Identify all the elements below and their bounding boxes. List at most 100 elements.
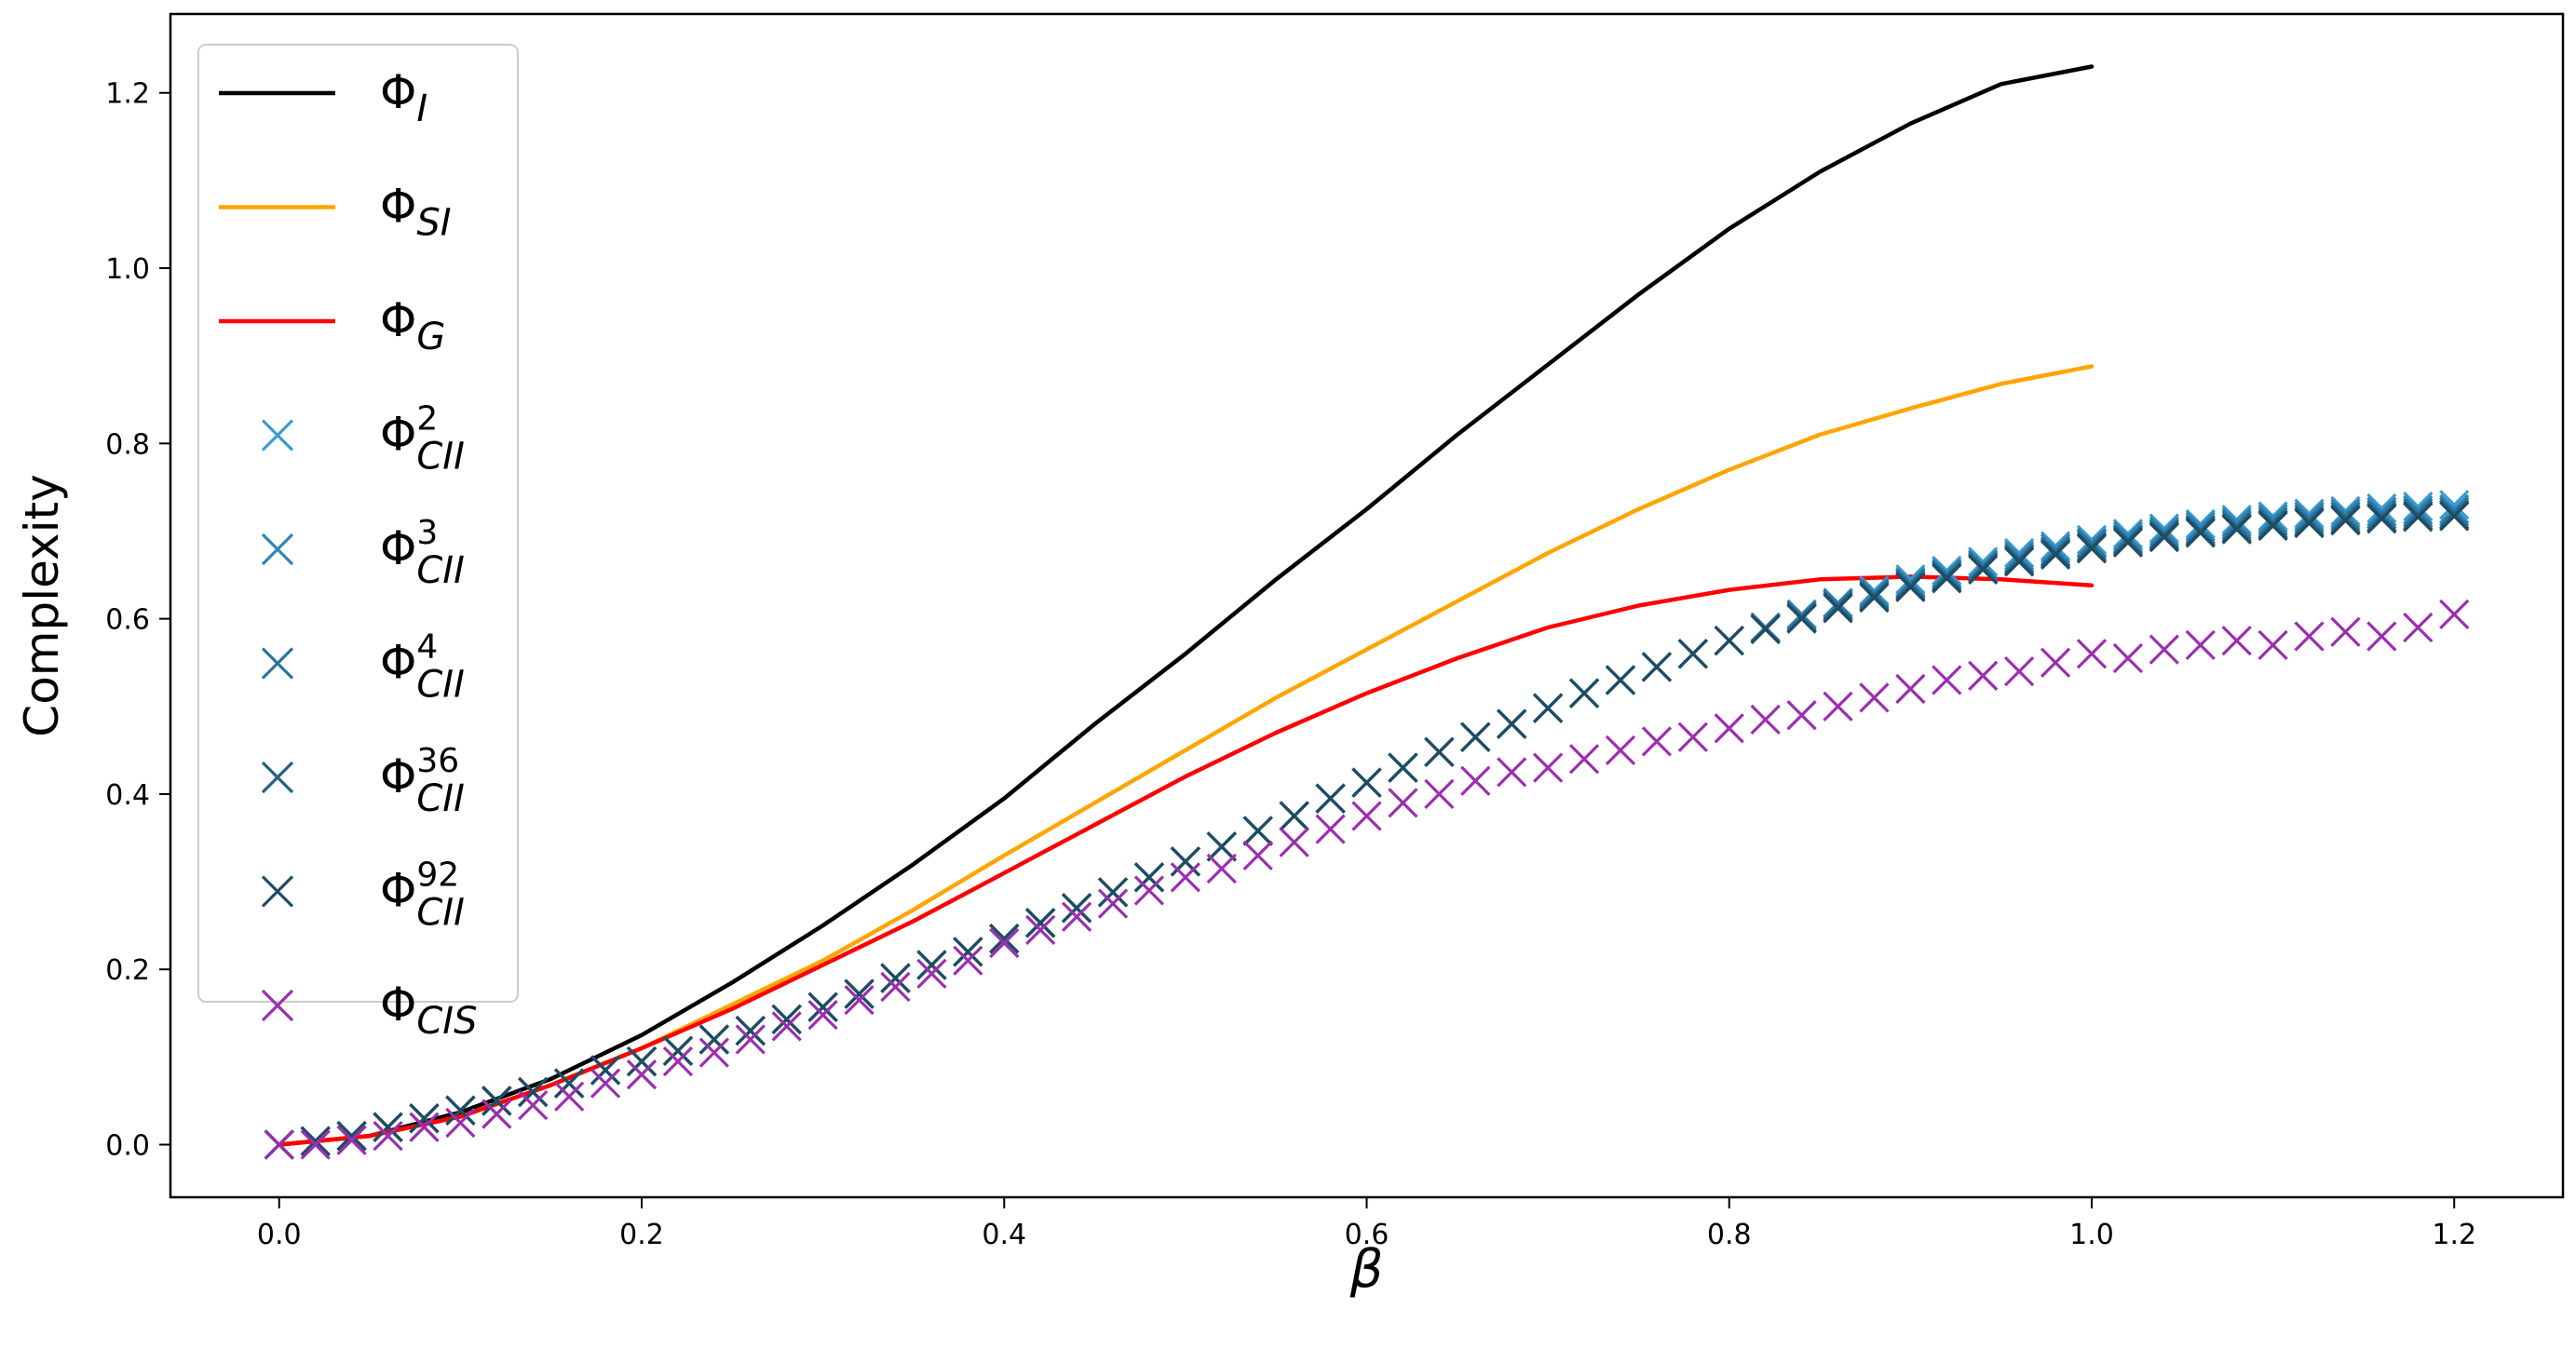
series-cii-92-point: [1859, 582, 1890, 614]
series-cii-92-point: [1568, 678, 1600, 708]
y-tick-label: 0.2: [105, 954, 150, 987]
series-cii-92-point: [1025, 908, 1056, 938]
series-cii-92-point: [1279, 801, 1309, 831]
series-cii-2-point: [1968, 546, 1999, 577]
series-cis-point: [698, 1037, 729, 1068]
legend-label: Φ4 CII: [380, 628, 465, 707]
series-cis-point: [807, 1000, 838, 1031]
y-tick-label: 0.4: [105, 779, 150, 812]
series-cii-92-point: [1605, 665, 1636, 695]
series-cii-2-point: [2185, 508, 2216, 540]
legend-label: Φ36 CII: [380, 742, 465, 820]
series-cii-92-point: [1497, 708, 1527, 739]
series-cis-point: [481, 1099, 512, 1129]
series-cis-point: [1823, 691, 1853, 722]
series-cii-92-point: [2112, 527, 2144, 558]
series-cii-92-point: [1351, 767, 1382, 798]
series-cii-2-point: [1932, 555, 1962, 586]
series-cii-4-point: [2403, 497, 2434, 528]
series-cii-92-point: [1968, 554, 1999, 586]
x-tick-label: 0.0: [257, 1219, 302, 1251]
series-cis-point: [445, 1107, 476, 1139]
series-cii-4-point: [2366, 499, 2397, 530]
series-cii-92-point: [2403, 502, 2434, 533]
series-cii-92-point: [1750, 614, 1781, 645]
legend-label: ΦCIS: [380, 978, 477, 1043]
series-cis-point: [1750, 704, 1781, 735]
series-cis-point: [1786, 700, 1817, 731]
series-cii-4-point: [2330, 501, 2361, 532]
series-cii-4-point: [2221, 509, 2252, 541]
legend-entry: Φ36 CII: [261, 742, 465, 820]
x-tick-label: 0.2: [619, 1219, 664, 1251]
series-cis-point: [2330, 616, 2361, 647]
series-cii-92-point: [1895, 572, 1926, 602]
legend-label: ΦSI: [380, 180, 452, 245]
series-cii-92-point: [771, 1004, 802, 1035]
series-cii-92-point: [2366, 504, 2397, 534]
series-cii-4-point: [2076, 529, 2108, 560]
series-cii-2-point: [2112, 519, 2144, 549]
series-cii-92-point: [2330, 506, 2361, 536]
series-cis-point: [2004, 655, 2035, 687]
legend-label: Φ92 CII: [380, 857, 465, 935]
y-tick-label: 0.0: [105, 1130, 150, 1163]
series-cii-2-point: [2439, 490, 2470, 520]
legend-entry: ΦI: [219, 65, 427, 130]
series-cii-92-point: [2149, 521, 2179, 553]
legend-label: ΦI: [380, 65, 427, 130]
series-cii-92-point: [1714, 626, 1744, 656]
series-cis-point: [300, 1129, 331, 1160]
series-cis-point: [1315, 814, 1346, 844]
legend-marker-swatch: [261, 875, 294, 908]
series-cii-92-point: [1061, 893, 1092, 924]
series-cii-92-point: [880, 963, 911, 993]
legend-label: Φ2 CII: [380, 400, 465, 479]
series-cii-2-point: [2040, 531, 2071, 561]
legend-entry: Φ2 CII: [261, 400, 465, 479]
series-cii-92-point: [300, 1126, 331, 1156]
series-cis-point: [1895, 673, 1926, 705]
series-cii-92-point: [1786, 603, 1817, 634]
legend-marker-swatch: [261, 989, 294, 1022]
series-cii-92-point: [1388, 752, 1418, 783]
series-cii-2-point: [2076, 524, 2108, 556]
y-tick-label: 1.0: [105, 253, 150, 286]
series-cii-92-point: [590, 1055, 621, 1086]
series-cis-point: [264, 1129, 294, 1160]
legend: ΦI ΦSI ΦG Φ2 CII Φ3 CII Φ4 CII Φ36 CII Φ92 CII ΦCIS: [197, 44, 519, 1043]
series-cii-92-point: [1133, 862, 1165, 893]
series-cii-92-point: [445, 1095, 476, 1126]
series-cii-92-point: [807, 992, 838, 1022]
series-cii-92-point: [554, 1068, 585, 1099]
legend-entry: Φ92 CII: [261, 857, 465, 935]
series-cis-point: [1061, 901, 1092, 932]
series-cii-2-point: [2366, 492, 2397, 524]
series-cii-92-point: [735, 1015, 766, 1046]
series-cis-point: [1641, 726, 1673, 757]
series-cis-point: [2221, 626, 2252, 656]
x-tick-label: 0.8: [1707, 1219, 1752, 1251]
series-cii-3-point: [2221, 506, 2252, 538]
series-cis-point: [1460, 765, 1491, 796]
series-cis-point: [518, 1090, 549, 1121]
series-cis-point: [1133, 875, 1165, 906]
series-cis-point: [2040, 647, 2071, 678]
series-cii-92-point: [1097, 877, 1129, 908]
series-cii-92-point: [1932, 563, 1962, 594]
series-cis-point: [2185, 629, 2216, 660]
series-cis-point: [1497, 757, 1527, 788]
series-cis-point: [735, 1024, 766, 1055]
series-cis-point: [2439, 599, 2470, 630]
legend-entry: Φ4 CII: [261, 628, 465, 707]
legend-entry: Φ3 CII: [261, 514, 465, 592]
series-cii-2-point: [2403, 491, 2434, 522]
series-cis-point: [1206, 853, 1237, 884]
series-cis-point: [336, 1125, 367, 1155]
series-cis-point: [2076, 639, 2108, 669]
series-cii-92-point: [953, 937, 983, 967]
series-cii-92-point: [1206, 831, 1237, 862]
series-cii-92-point: [1823, 593, 1853, 624]
series-cis-point: [1968, 660, 1999, 691]
